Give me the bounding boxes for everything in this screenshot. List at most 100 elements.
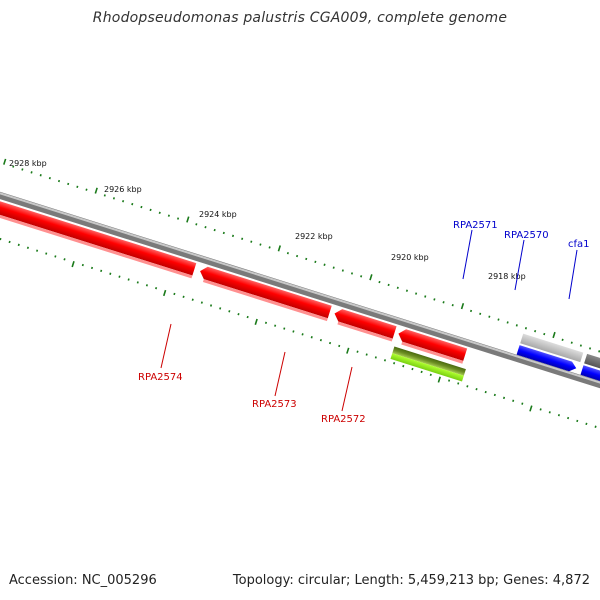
gene-label-RPA2571[interactable]: RPA2571 [453, 220, 498, 280]
genome-backbone [0, 161, 600, 421]
minor-tick [259, 243, 262, 246]
minor-tick [539, 408, 542, 411]
minor-tick [231, 234, 235, 238]
minor-tick [81, 263, 84, 267]
minor-tick [296, 254, 299, 258]
minor-tick [319, 338, 322, 342]
major-tick [186, 216, 190, 223]
minor-tick [393, 362, 396, 365]
minor-tick [176, 217, 180, 220]
minor-tick [122, 200, 125, 203]
minor-tick [448, 379, 451, 382]
gene-label-RPA2573[interactable]: RPA2573 [252, 351, 297, 410]
major-tick [71, 261, 75, 268]
minor-tick [103, 194, 106, 197]
minor-tick [26, 246, 29, 249]
major-tick [369, 274, 373, 281]
minor-tick [109, 272, 112, 275]
gene-RPA2573-arrow[interactable] [332, 307, 397, 342]
gene-label-RPA2570[interactable]: RPA2570 [504, 230, 549, 291]
minor-tick [195, 223, 198, 226]
minor-tick [209, 304, 213, 307]
gene-label-RPA2572[interactable]: RPA2572 [321, 366, 366, 425]
minor-tick [512, 399, 515, 402]
minor-tick [374, 356, 377, 359]
minor-tick [228, 310, 231, 313]
minor-tick [356, 350, 359, 353]
accession-text: Accession: NC_005296 [9, 573, 157, 588]
minor-tick [502, 396, 506, 400]
major-tick [162, 289, 167, 297]
minor-tick [213, 228, 216, 232]
minor-tick [383, 359, 387, 362]
minor-tick [85, 188, 88, 191]
minor-tick [167, 214, 170, 217]
minor-tick [39, 174, 42, 177]
minor-tick [57, 179, 61, 183]
gene-RPA2572-box[interactable] [390, 346, 466, 382]
plus-strand-arrow[interactable] [516, 345, 578, 373]
minor-tick [365, 353, 368, 356]
minor-tick [100, 269, 103, 273]
minor-tick [332, 266, 335, 269]
major-tick [552, 331, 556, 339]
minor-tick [200, 301, 203, 304]
minor-tick [63, 258, 66, 261]
major-tick [346, 347, 350, 354]
scale-ticks-bottom [0, 237, 597, 428]
genome-summary-text: Topology: circular; Length: 5,459,213 bp… [232, 573, 590, 588]
minor-tick [534, 329, 537, 333]
major-tick [460, 303, 465, 310]
minor-tick [301, 333, 304, 336]
gene-RPA2572-arrow[interactable] [396, 327, 468, 364]
svg-text:RPA2570: RPA2570 [504, 230, 549, 241]
tick-label-2924: 2924 kbp [199, 210, 237, 219]
scale-labels: 2928 kbp 2926 kbp 2924 kbp 2922 kbp 2920… [9, 159, 526, 281]
minor-tick [579, 344, 582, 347]
gene-RPA2574b-arrow[interactable] [197, 265, 332, 322]
gene-RPA2570-box[interactable] [584, 353, 600, 376]
gene-label-RPA2574[interactable]: RPA2574 [138, 323, 183, 383]
minor-tick [0, 237, 2, 241]
minor-tick [451, 303, 454, 307]
minor-tick [158, 211, 161, 214]
gene-label-cfa1[interactable]: cfa1 [568, 239, 590, 300]
minor-tick [378, 280, 381, 284]
plus-strand-arrow[interactable] [580, 365, 600, 387]
minor-tick [264, 321, 268, 325]
minor-tick [21, 168, 24, 171]
minor-tick [493, 393, 496, 397]
minor-tick [182, 295, 185, 299]
minor-tick [12, 165, 15, 168]
minor-tick [112, 197, 116, 200]
minor-tick [570, 341, 573, 344]
minor-tick [274, 324, 277, 327]
minor-tick [149, 208, 152, 212]
gene-RPA2571-box[interactable] [520, 333, 584, 363]
major-tick [277, 245, 282, 252]
minor-tick [402, 364, 405, 368]
minor-tick [314, 260, 317, 264]
minor-tick [250, 240, 253, 243]
minor-tick [557, 414, 561, 417]
minor-tick [67, 182, 70, 186]
minor-tick [268, 246, 271, 249]
gene-RPA2574-arrow[interactable] [0, 169, 197, 279]
minor-tick [136, 281, 139, 284]
minor-tick [484, 390, 487, 394]
svg-text:RPA2574: RPA2574 [138, 372, 183, 383]
minor-tick [396, 286, 399, 290]
minor-tick [479, 312, 482, 316]
minor-tick [469, 309, 473, 313]
minor-tick [173, 292, 176, 296]
tick-label-2928: 2928 kbp [9, 159, 47, 168]
minor-tick [515, 324, 518, 327]
tick-label-2920: 2920 kbp [391, 253, 429, 262]
major-tick [94, 187, 98, 194]
minor-tick [585, 422, 588, 426]
minor-tick [36, 249, 39, 252]
minor-tick [350, 272, 354, 275]
minor-tick [594, 425, 597, 428]
minor-tick [30, 171, 33, 174]
minor-tick [475, 388, 478, 391]
